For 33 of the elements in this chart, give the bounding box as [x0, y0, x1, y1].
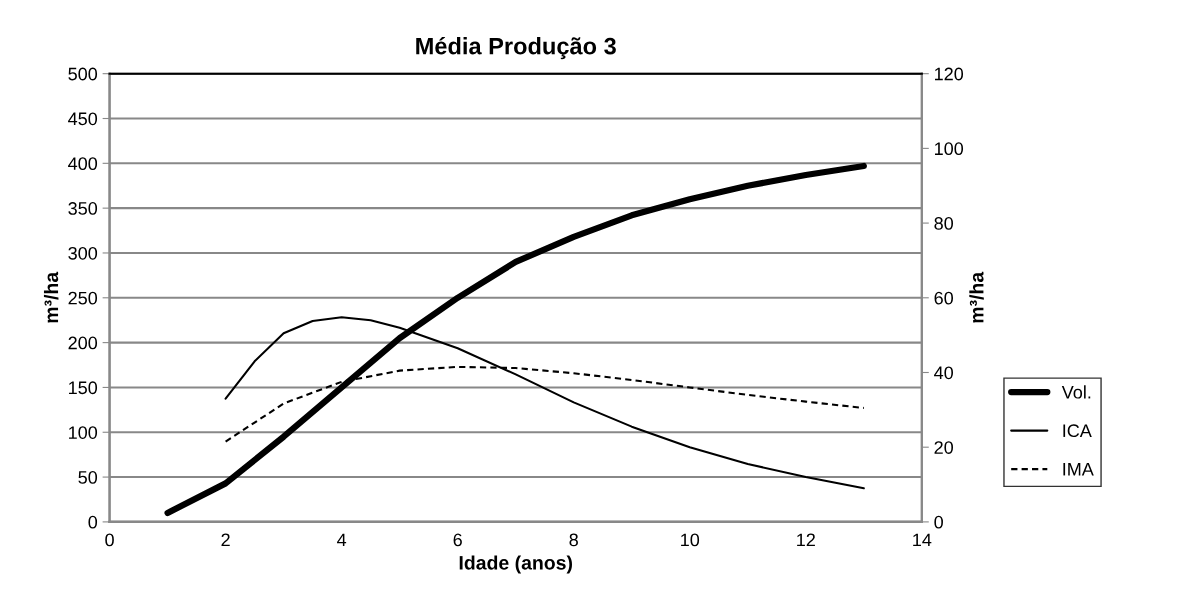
- y-tick-label: 500: [68, 67, 98, 81]
- y-tick-label: 150: [69, 381, 98, 395]
- x-tick-label: 14: [913, 533, 932, 547]
- legend-label: IMA: [1063, 463, 1094, 476]
- x-tick-label: 8: [569, 533, 578, 547]
- y-tick-label: 200: [68, 336, 98, 350]
- y2-tick-label: 40: [934, 366, 954, 380]
- y-axis-title: m³/ha: [43, 271, 59, 323]
- y2-tick-label: 80: [934, 217, 954, 230]
- x-tick-label: 6: [453, 533, 462, 547]
- x-axis-title: Idade (anos): [459, 555, 572, 574]
- legend-label: Vol.: [1061, 385, 1091, 399]
- x-tick-label: 2: [221, 533, 230, 547]
- y-tick-label: 400: [68, 157, 98, 171]
- y-tick-label: 50: [78, 471, 98, 484]
- y2-tick-label: 60: [934, 291, 954, 305]
- y2-tick-label: 100: [935, 142, 964, 156]
- y2-tick-label: 120: [935, 67, 964, 81]
- y2-axis-title: m³/ha: [969, 271, 984, 323]
- y2-tick-label: 0: [934, 515, 943, 529]
- y2-tick-label: 20: [934, 441, 954, 454]
- x-tick-label: 10: [681, 533, 700, 547]
- legend-label: ICA: [1063, 424, 1092, 438]
- y-tick-label: 250: [68, 291, 98, 305]
- y-tick-label: 300: [68, 246, 98, 260]
- y-tick-label: 100: [69, 426, 98, 439]
- chart-title: Média Produção 3: [416, 36, 616, 60]
- x-tick-label: 12: [797, 533, 815, 547]
- x-tick-label: 4: [337, 533, 347, 547]
- y-tick-label: 350: [68, 202, 98, 215]
- y-tick-label: 450: [68, 112, 98, 126]
- x-tick-label: 0: [105, 533, 114, 547]
- y-tick-label: 0: [88, 515, 98, 529]
